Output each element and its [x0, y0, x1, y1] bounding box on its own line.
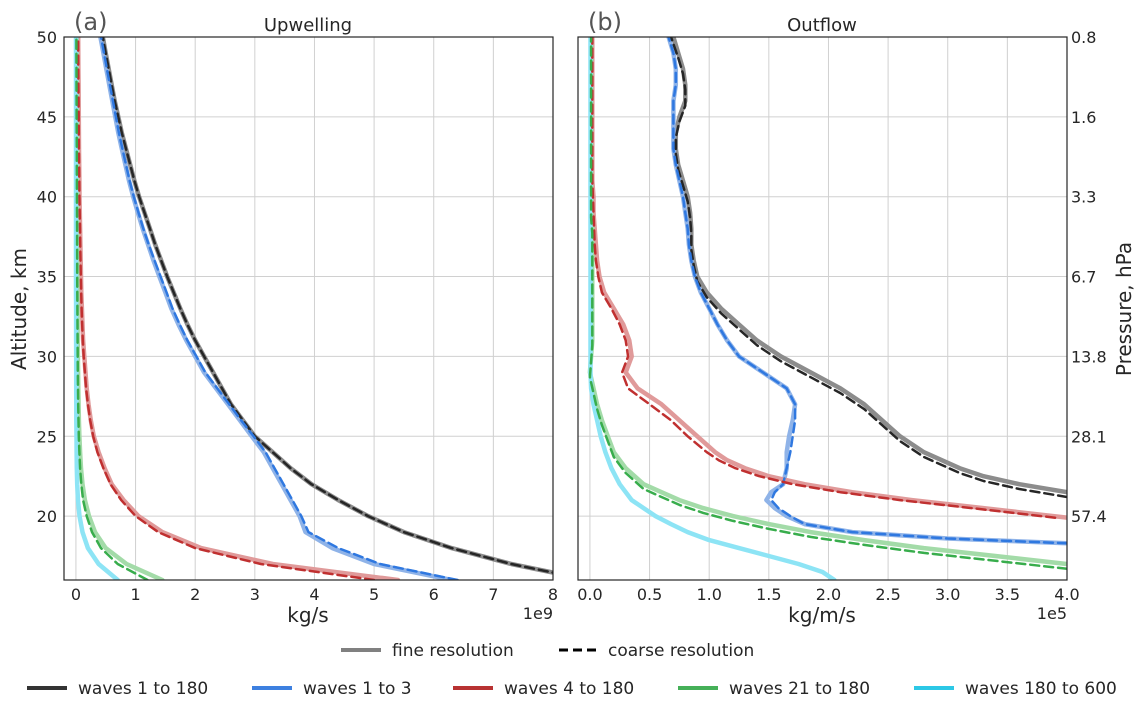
x-tick-label: 4 — [309, 585, 319, 604]
x-tick-label: 1.5 — [756, 585, 781, 604]
series-w4_180-fine — [590, 37, 1067, 520]
panel-b-frame — [577, 36, 1068, 581]
series-w1_180-fine — [100, 37, 553, 575]
panel-b-series — [587, 37, 1067, 580]
x-tick-label: 1.0 — [696, 585, 721, 604]
legend-waves-1-180-label: waves 1 to 180 — [78, 679, 208, 699]
x-tick-label: 3 — [250, 585, 260, 604]
y-tick-label: 50 — [37, 28, 57, 47]
x-tick-label: 3.5 — [995, 585, 1020, 604]
x-tick-label: 5 — [369, 585, 379, 604]
x-tick-label: 0 — [71, 585, 81, 604]
x-tick-label: 3.0 — [935, 585, 960, 604]
panel-b-x-ticks: 0.0 0.5 1.0 1.5 2.0 2.5 3.0 3.5 4.0 — [577, 585, 1080, 604]
panel-a-x-ticks: 0 1 2 3 4 5 6 7 8 — [71, 585, 558, 604]
y-tick-label: 6.7 — [1071, 268, 1096, 287]
series-w180_600-fine — [588, 37, 837, 580]
panel-a-series — [73, 37, 553, 580]
panel-a-x-label: kg/s — [287, 603, 328, 627]
x-tick-label: 6 — [429, 585, 439, 604]
series-w4_180-fine — [75, 37, 401, 580]
panel-b-x-offset: 1e5 — [1037, 604, 1067, 623]
panel-a-y-label: Altitude, km — [7, 248, 31, 370]
panel-a-grid — [64, 36, 554, 580]
panel-b-y-ticks: 57.4 28.1 13.8 6.7 3.3 1.6 0.8 — [1071, 28, 1107, 526]
y-tick-label: 1.6 — [1071, 108, 1096, 127]
panel-a-frame — [63, 36, 554, 581]
series-w21_180-coarse — [75, 37, 149, 580]
x-tick-label: 7 — [488, 585, 498, 604]
legend-waves-21-180-label: waves 21 to 180 — [729, 679, 870, 699]
y-tick-label: 0.8 — [1071, 28, 1096, 47]
panel-a-tag: (a) — [74, 8, 107, 36]
panel-b-y-label: Pressure, hPa — [1112, 242, 1136, 376]
x-tick-label: 4.0 — [1054, 585, 1079, 604]
panel-a-y-ticks: 20 25 30 35 40 45 50 — [37, 28, 57, 526]
series-w1_180-fine — [671, 37, 1067, 495]
panel-a-x-offset: 1e9 — [523, 604, 553, 623]
y-tick-label: 40 — [37, 188, 57, 207]
y-tick-label: 20 — [37, 507, 57, 526]
y-tick-label: 13.8 — [1071, 347, 1107, 366]
panel-b-tag: (b) — [588, 8, 622, 36]
series-w4_180-coarse — [591, 37, 1057, 519]
panel-b-title: Outflow — [787, 15, 857, 36]
y-tick-label: 28.1 — [1071, 427, 1107, 446]
legend-styles: fine resolution coarse resolution — [341, 641, 754, 661]
y-tick-label: 35 — [37, 268, 57, 287]
x-tick-label: 8 — [548, 585, 558, 604]
y-tick-label: 57.4 — [1071, 507, 1107, 526]
series-w1_3-coarse — [99, 37, 459, 580]
panel-b-grid — [578, 36, 1068, 580]
series-w4_180-coarse — [76, 37, 376, 580]
panel-a-title: Upwelling — [264, 15, 352, 36]
x-tick-label: 2.0 — [816, 585, 841, 604]
legend-waves-4-180-label: waves 4 to 180 — [504, 679, 634, 699]
x-tick-label: 2.5 — [875, 585, 900, 604]
x-tick-label: 1 — [130, 585, 140, 604]
series-w21_180-coarse — [588, 37, 1067, 571]
y-tick-label: 30 — [37, 347, 57, 366]
y-tick-label: 45 — [37, 108, 57, 127]
y-tick-label: 25 — [37, 427, 57, 446]
series-w1_180-coarse — [101, 37, 553, 574]
legend-waves-1-3-label: waves 1 to 3 — [303, 679, 412, 699]
legend-waves-180-600-label: waves 180 to 600 — [965, 679, 1117, 699]
panel-outflow: 0.0 0.5 1.0 1.5 2.0 2.5 3.0 3.5 4.0 57.4 28.1 13.8… — [577, 8, 1136, 627]
legend-fine-label: fine resolution — [392, 641, 514, 661]
x-tick-label: 0.0 — [577, 585, 602, 604]
panel-b-x-label: kg/m/s — [788, 603, 856, 627]
legend-series: waves 1 to 180 waves 1 to 3 waves 4 to 1… — [27, 679, 1117, 699]
legend-coarse-label: coarse resolution — [608, 641, 754, 661]
series-w1_3-coarse — [667, 37, 1067, 545]
series-w1_180-coarse — [669, 37, 1067, 499]
x-tick-label: 0.5 — [637, 585, 662, 604]
series-w1_3-fine — [98, 37, 454, 580]
x-tick-label: 2 — [190, 585, 200, 604]
y-tick-label: 3.3 — [1071, 188, 1096, 207]
